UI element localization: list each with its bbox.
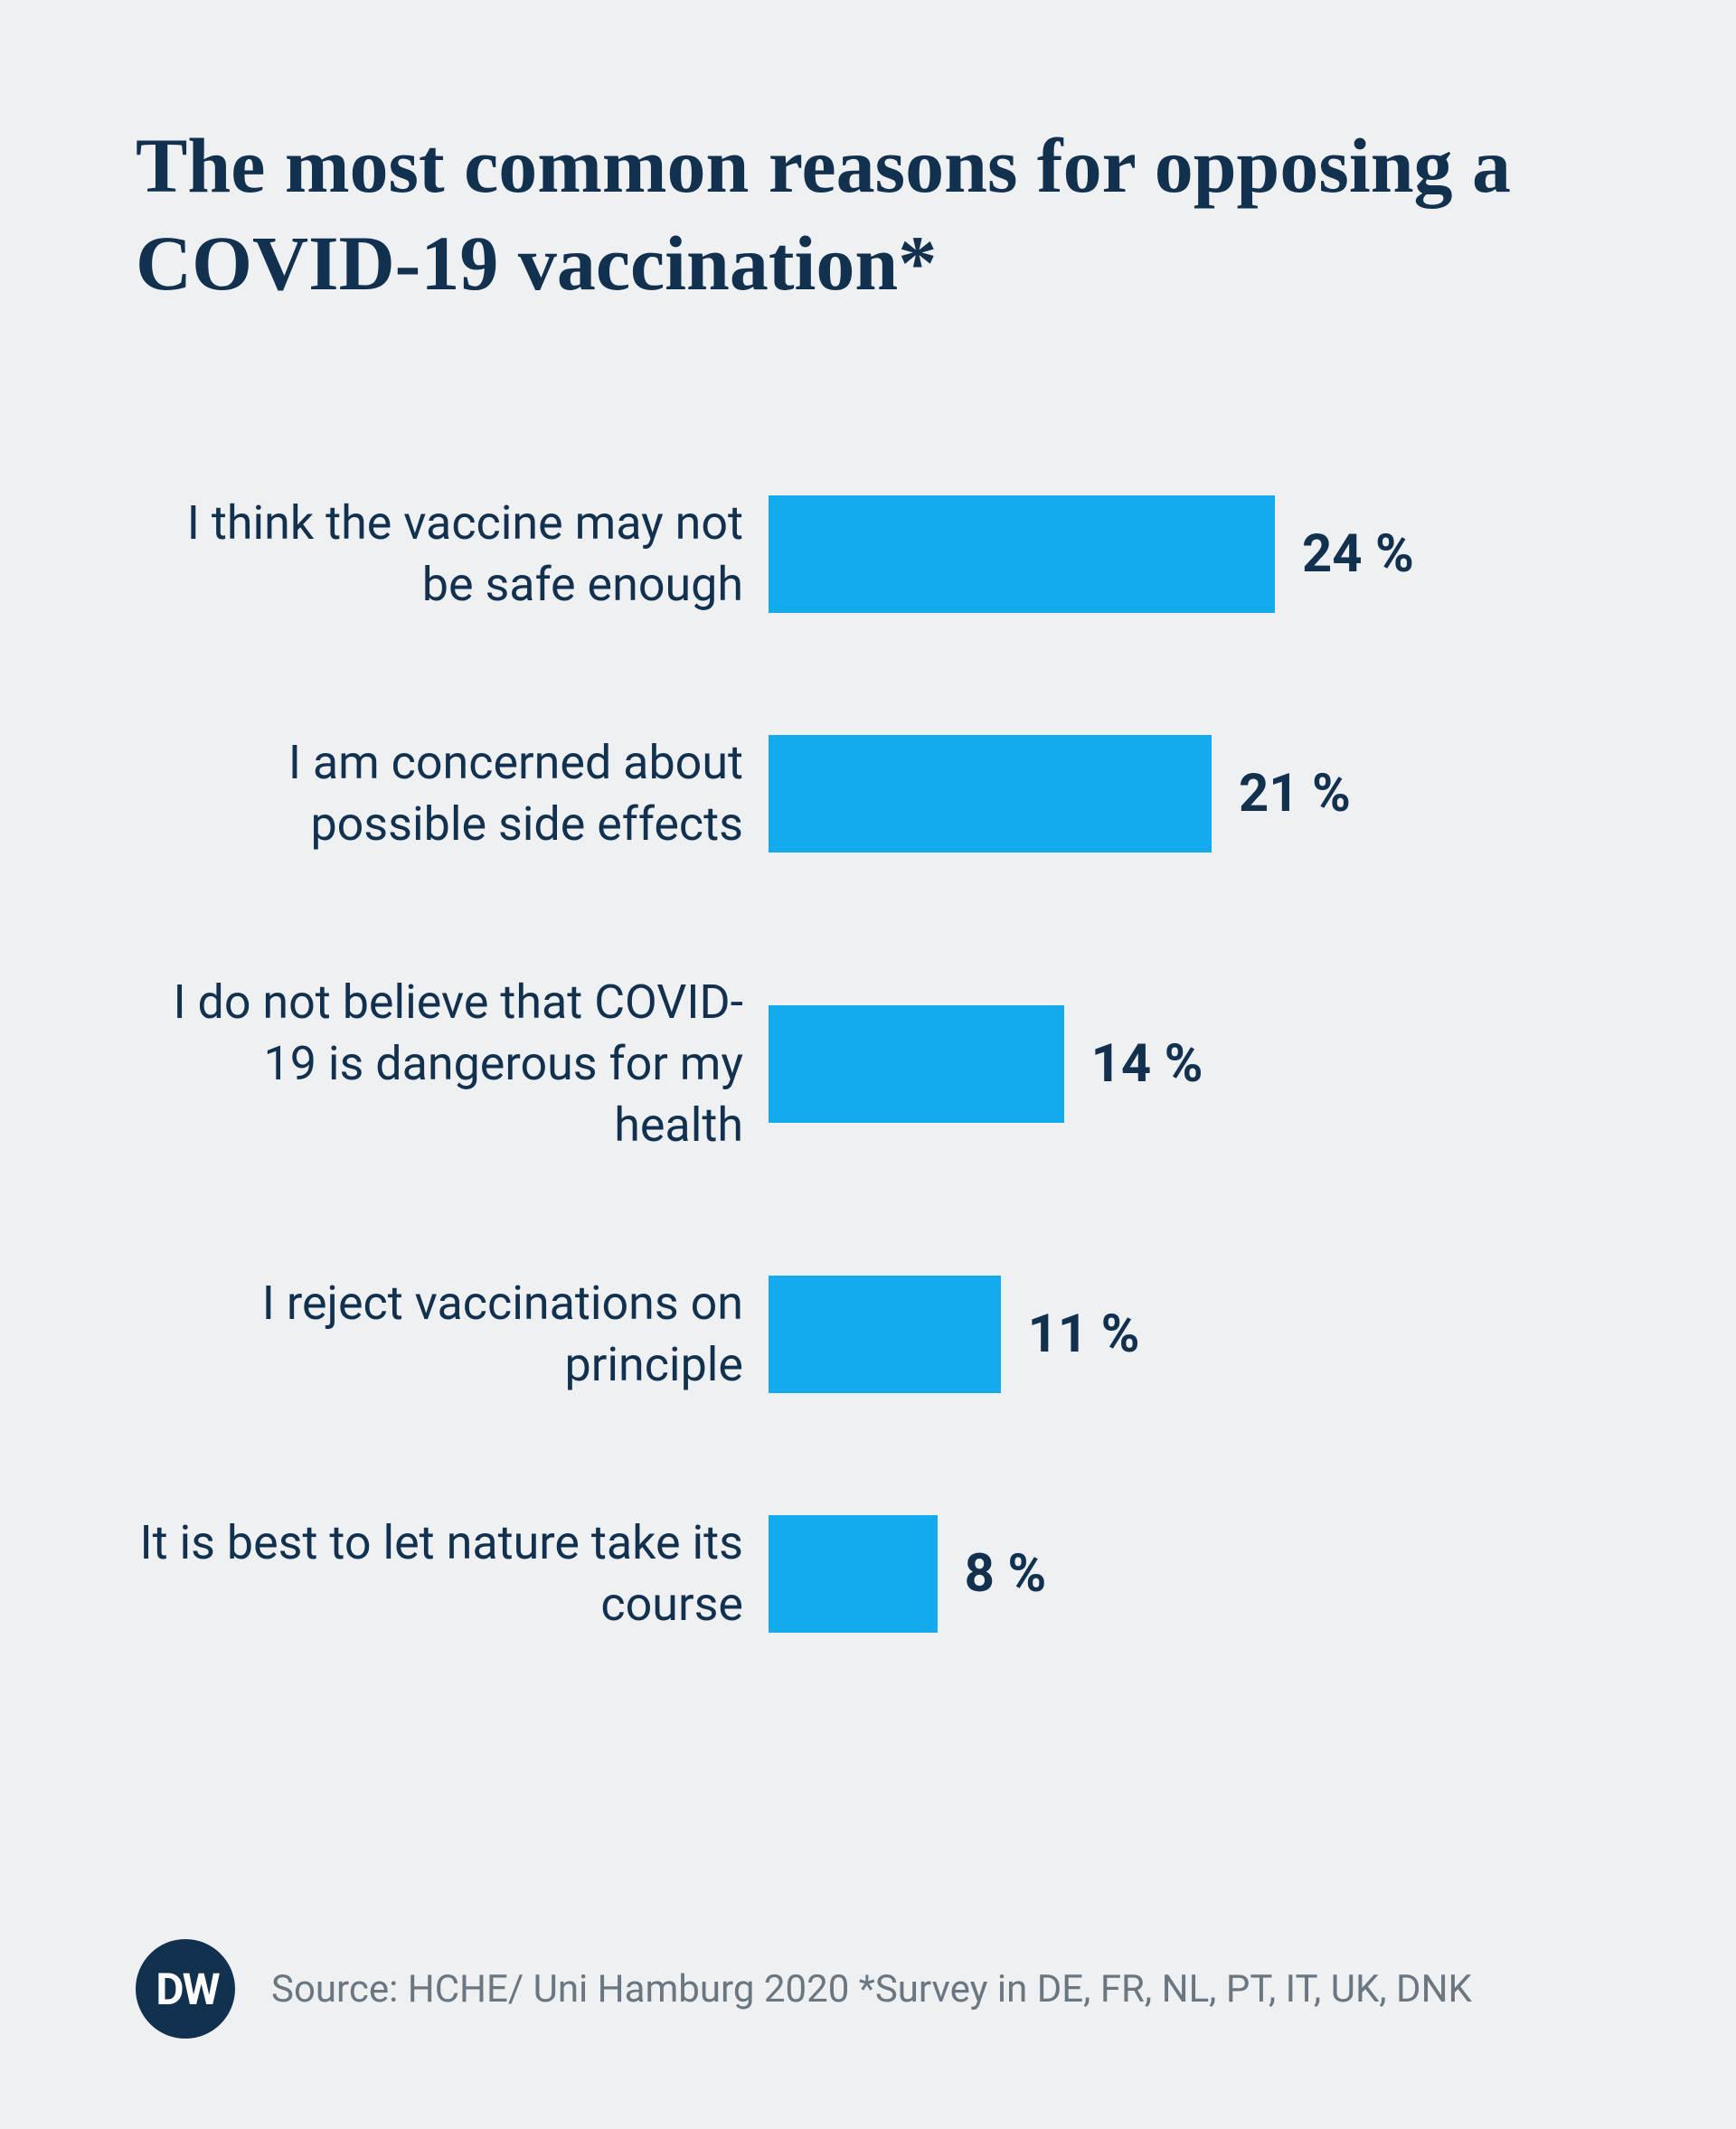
bar-value: 8 % xyxy=(938,1543,1047,1605)
chart-footer: DW Source: HCHE/ Uni Hamburg 2020 *Surve… xyxy=(136,1939,1600,2039)
dw-logo-icon: DW xyxy=(136,1939,235,2039)
bar-row: I think the vaccine may not be safe enou… xyxy=(136,493,1600,615)
bar-value: 11 % xyxy=(1001,1304,1140,1365)
chart-title: The most common reasons for opposing a C… xyxy=(136,118,1600,312)
bar-fill xyxy=(769,1276,1001,1393)
bar-track: 24 % xyxy=(769,495,1414,613)
chart-container: The most common reasons for opposing a C… xyxy=(0,0,1736,2129)
bar-row: I am concerned about possible side effec… xyxy=(136,732,1600,854)
bar-label: I reject vaccinations on principle xyxy=(136,1273,769,1395)
bar-fill xyxy=(769,1005,1064,1123)
bar-row: I do not believe that COVID-19 is danger… xyxy=(136,972,1600,1155)
bar-value: 21 % xyxy=(1212,763,1351,824)
bar-track: 21 % xyxy=(769,735,1351,853)
bar-fill xyxy=(769,1515,938,1633)
bar-track: 11 % xyxy=(769,1276,1140,1393)
dw-logo-text: DW xyxy=(156,1964,218,2015)
bar-track: 14 % xyxy=(769,1005,1203,1123)
bar-label: I do not believe that COVID-19 is danger… xyxy=(136,972,769,1155)
bar-value: 14 % xyxy=(1064,1033,1203,1095)
bar-label: I think the vaccine may not be safe enou… xyxy=(136,493,769,615)
source-text: Source: HCHE/ Uni Hamburg 2020 *Survey i… xyxy=(271,1967,1472,2011)
bar-row: It is best to let nature take its course… xyxy=(136,1512,1600,1634)
bar-value: 24 % xyxy=(1275,523,1414,585)
bar-label: It is best to let nature take its course xyxy=(136,1512,769,1634)
bar-track: 8 % xyxy=(769,1515,1046,1633)
bar-label: I am concerned about possible side effec… xyxy=(136,732,769,854)
bar-fill xyxy=(769,735,1212,853)
bar-fill xyxy=(769,495,1275,613)
bars-wrapper: I think the vaccine may not be safe enou… xyxy=(136,493,1600,1635)
bar-row: I reject vaccinations on principle 11 % xyxy=(136,1273,1600,1395)
